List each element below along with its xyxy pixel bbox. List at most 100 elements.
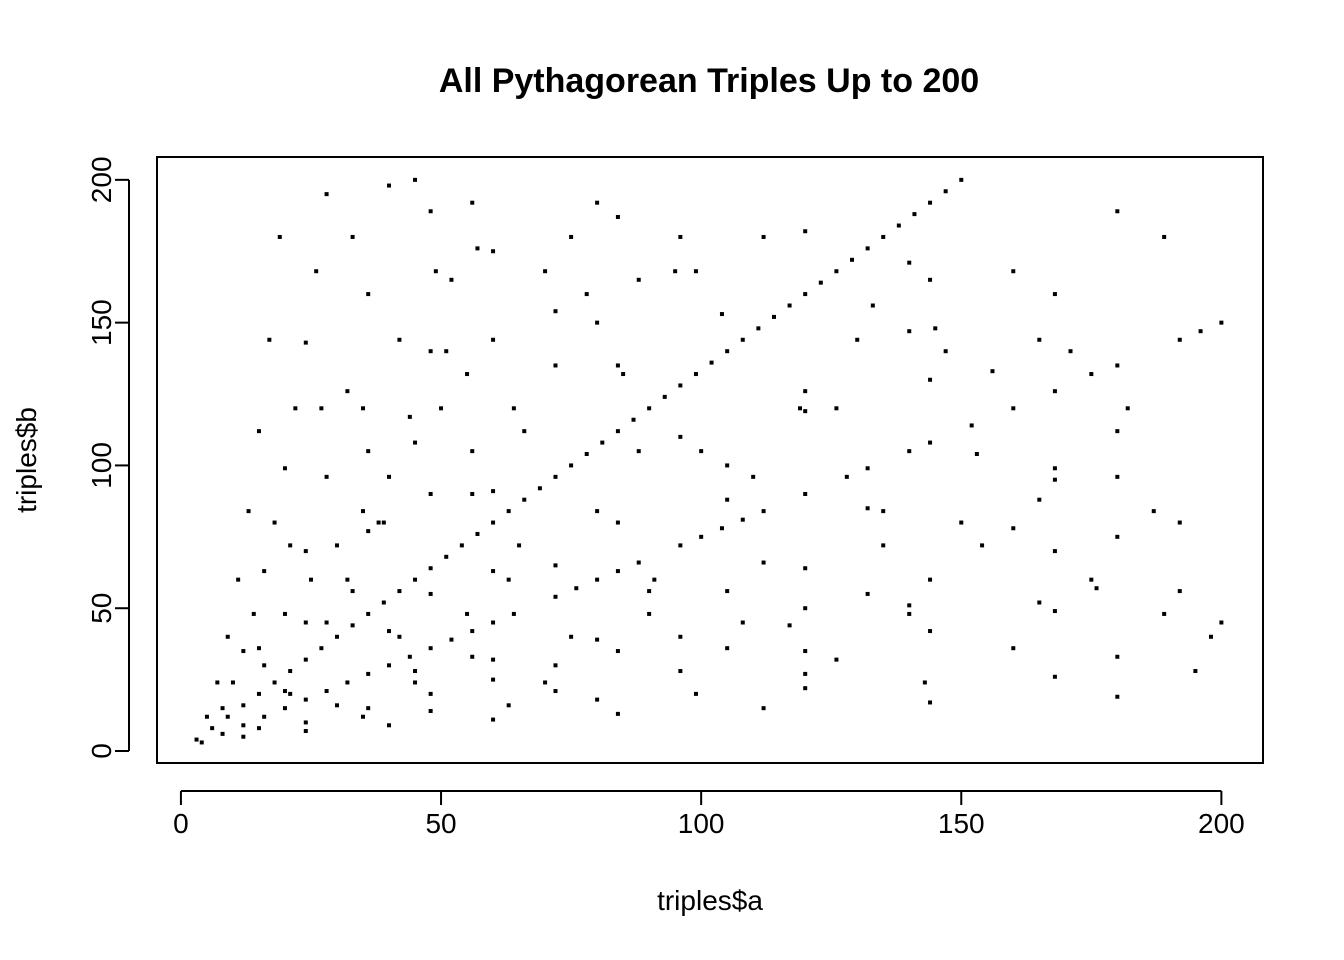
data-point: [537, 486, 542, 491]
data-point: [251, 611, 256, 616]
data-point: [428, 709, 433, 714]
data-point: [569, 234, 574, 239]
data-point: [600, 440, 605, 445]
data-point: [475, 531, 480, 536]
data-point: [246, 509, 251, 514]
data-point: [449, 277, 454, 282]
data-point: [397, 337, 402, 342]
data-point: [428, 349, 433, 354]
data-point: [969, 423, 974, 428]
data-point: [725, 463, 730, 468]
x-tick-label: 50: [425, 808, 456, 839]
data-point: [1011, 646, 1016, 651]
data-point: [740, 620, 745, 625]
data-point: [881, 509, 886, 514]
data-point: [1115, 694, 1120, 699]
data-point: [928, 377, 933, 382]
data-point: [855, 337, 860, 342]
data-point: [366, 449, 371, 454]
data-point: [319, 646, 324, 651]
data-point: [595, 577, 600, 582]
data-point: [761, 560, 766, 565]
data-point: [1052, 674, 1057, 679]
data-point: [387, 474, 392, 479]
data-point: [636, 560, 641, 565]
data-point: [470, 449, 475, 454]
chart-title: All Pythagorean Triples Up to 200: [439, 62, 979, 100]
x-tick-label: 100: [678, 808, 725, 839]
data-point: [834, 406, 839, 411]
data-point: [844, 474, 849, 479]
data-point: [803, 649, 808, 654]
data-point: [928, 277, 933, 282]
data-point: [569, 463, 574, 468]
data-point: [1151, 509, 1156, 514]
data-point: [444, 349, 449, 354]
data-point: [407, 414, 412, 419]
data-point: [397, 589, 402, 594]
data-point: [725, 497, 730, 502]
data-point: [1177, 589, 1182, 594]
data-point: [350, 623, 355, 628]
data-point: [475, 246, 480, 251]
data-point: [1037, 600, 1042, 605]
data-point: [584, 452, 589, 457]
data-point: [787, 303, 792, 308]
data-point: [761, 509, 766, 514]
y-tick-label: 0: [86, 743, 117, 759]
data-point: [225, 714, 230, 719]
data-point: [662, 394, 667, 399]
data-point: [366, 292, 371, 297]
data-point: [771, 314, 776, 319]
data-point: [522, 497, 527, 502]
data-point: [345, 389, 350, 394]
data-point: [334, 634, 339, 639]
data-point: [282, 466, 287, 471]
data-point: [850, 257, 855, 262]
data-point: [647, 589, 652, 594]
data-point: [1125, 406, 1130, 411]
data-point: [553, 663, 558, 668]
data-point: [350, 589, 355, 594]
data-point: [740, 517, 745, 522]
data-point: [506, 577, 511, 582]
scatter-points: [194, 177, 1224, 745]
data-point: [595, 697, 600, 702]
data-point: [282, 611, 287, 616]
data-point: [288, 543, 293, 548]
data-point: [282, 689, 287, 694]
data-point: [470, 491, 475, 496]
data-point: [376, 520, 381, 525]
data-point: [990, 369, 995, 374]
data-point: [428, 646, 433, 651]
data-point: [928, 440, 933, 445]
data-point: [241, 734, 246, 739]
data-point: [491, 489, 496, 494]
data-point: [803, 606, 808, 611]
data-point: [491, 337, 496, 342]
data-point: [1162, 234, 1167, 239]
data-point: [491, 620, 496, 625]
data-point: [678, 634, 683, 639]
data-point: [470, 200, 475, 205]
data-point: [1052, 389, 1057, 394]
data-point: [933, 326, 938, 331]
data-point: [751, 474, 756, 479]
data-point: [366, 706, 371, 711]
data-point: [293, 406, 298, 411]
data-point: [366, 671, 371, 676]
data-point: [595, 637, 600, 642]
data-point: [647, 406, 652, 411]
data-point: [574, 586, 579, 591]
data-point: [433, 269, 438, 274]
data-point: [865, 466, 870, 471]
data-point: [615, 711, 620, 716]
data-point: [673, 269, 678, 274]
data-point: [1052, 609, 1057, 614]
data-point: [865, 506, 870, 511]
data-point: [1208, 634, 1213, 639]
data-point: [740, 337, 745, 342]
data-point: [569, 634, 574, 639]
data-point: [803, 671, 808, 676]
data-point: [870, 303, 875, 308]
